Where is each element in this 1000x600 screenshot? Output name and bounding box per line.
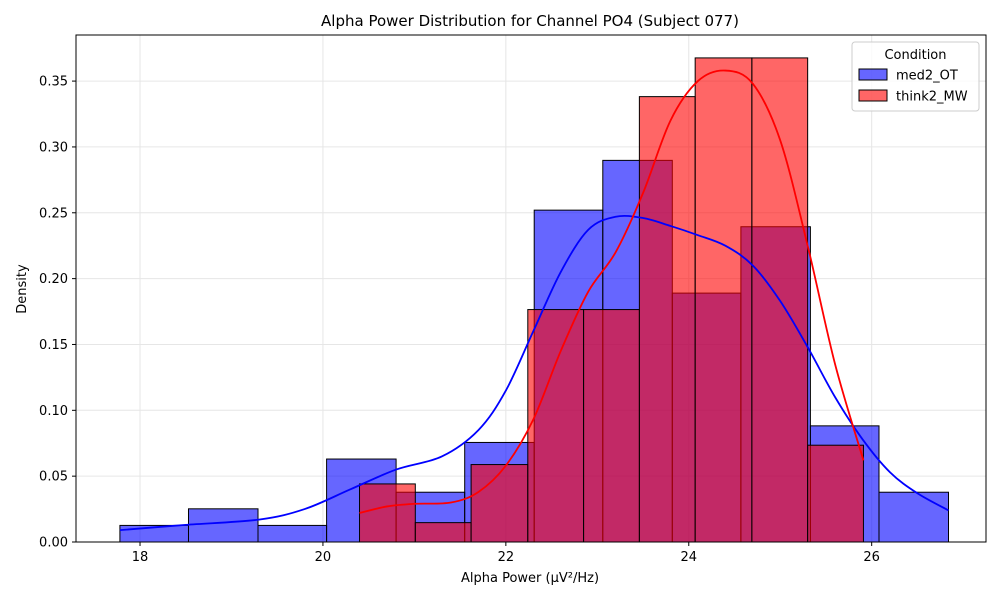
plot-area bbox=[75, 34, 987, 543]
plot-frame bbox=[75, 34, 987, 543]
histogram-bar bbox=[257, 524, 328, 543]
histogram-bar bbox=[638, 96, 696, 543]
histogram-bar bbox=[527, 309, 585, 543]
x-tick-label: 20 bbox=[315, 550, 332, 565]
x-tick-label: 24 bbox=[680, 550, 697, 565]
y-tick-label: 0.00 bbox=[39, 536, 68, 551]
histogram-bar bbox=[878, 491, 950, 543]
kde-line-think2_MW bbox=[359, 69, 865, 514]
legend-label: think2_MW bbox=[896, 90, 968, 105]
histogram-bar bbox=[694, 57, 753, 543]
y-tick-label: 0.35 bbox=[39, 75, 68, 90]
histogram-bar bbox=[470, 464, 529, 543]
legend-label: med2_OT bbox=[896, 69, 958, 84]
legend: Condition med2_OT think2_MW bbox=[851, 41, 980, 112]
legend-swatch bbox=[858, 89, 888, 102]
x-axis-label: Alpha Power (μV²/Hz) bbox=[461, 571, 599, 586]
y-tick-label: 0.05 bbox=[39, 470, 68, 485]
legend-title: Condition bbox=[884, 48, 946, 63]
y-tick-label: 0.15 bbox=[39, 338, 68, 353]
legend-items: med2_OT think2_MW bbox=[858, 68, 968, 105]
chart-title: Alpha Power Distribution for Channel PO4… bbox=[321, 12, 739, 30]
y-tick-label: 0.25 bbox=[39, 206, 68, 221]
histogram-bar bbox=[583, 309, 640, 543]
x-tick-label: 22 bbox=[498, 550, 515, 565]
x-tick-label: 18 bbox=[132, 550, 149, 565]
legend-swatch bbox=[858, 68, 888, 81]
x-axis: 18 20 22 24 26 bbox=[132, 542, 880, 565]
y-tick-label: 0.10 bbox=[39, 404, 68, 419]
kde-line-med2_OT bbox=[119, 214, 949, 532]
x-tick-label: 26 bbox=[863, 550, 880, 565]
histogram-bar bbox=[359, 483, 416, 543]
y-axis: 0.00 0.05 0.10 0.15 0.20 0.25 0.30 0.35 bbox=[39, 75, 76, 551]
histogram-bars bbox=[119, 57, 950, 543]
histogram-bar bbox=[807, 444, 864, 543]
y-axis-label: Density bbox=[15, 264, 30, 314]
y-tick-label: 0.20 bbox=[39, 272, 68, 287]
kde-lines bbox=[119, 69, 949, 532]
y-tick-label: 0.30 bbox=[39, 140, 68, 155]
histogram-bar bbox=[187, 508, 259, 543]
histogram-bar bbox=[414, 522, 472, 543]
